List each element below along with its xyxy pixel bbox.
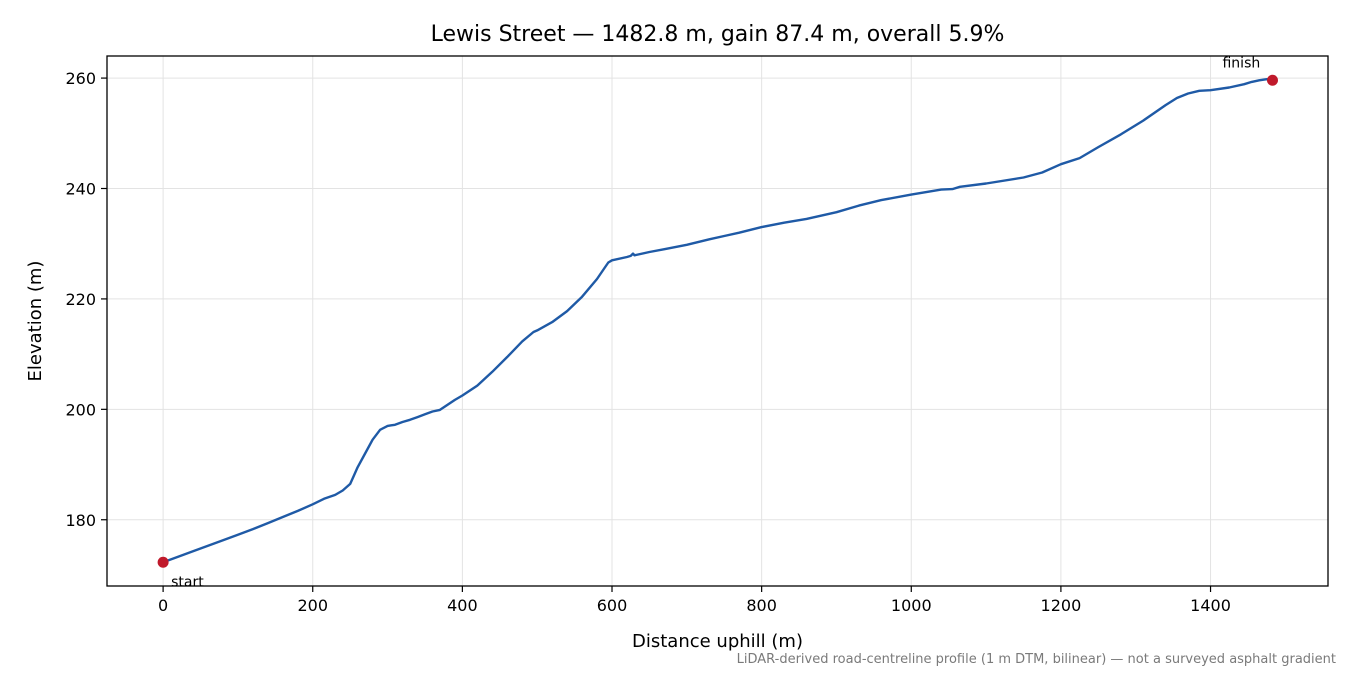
x-tick-label: 800 <box>746 596 777 615</box>
x-tick-label: 1000 <box>891 596 932 615</box>
plot-frame <box>106 55 1329 587</box>
axis-ticks: 0 200 400 600 800 1000 1200 1400 180 200 220 240 260 <box>65 69 1230 615</box>
finish-label: finish <box>1222 55 1260 71</box>
y-tick-label: 200 <box>65 400 96 419</box>
y-tick-label: 180 <box>65 511 96 530</box>
annotations: start finish <box>157 55 1278 590</box>
x-tick-label: 1200 <box>1041 596 1082 615</box>
x-tick-label: 0 <box>158 596 168 615</box>
start-marker <box>157 556 169 568</box>
footnote: LiDAR-derived road-centreline profile (1… <box>736 652 1336 667</box>
x-tick-label: 400 <box>447 596 478 615</box>
y-tick-label: 260 <box>65 69 96 88</box>
x-tick-label: 600 <box>597 596 628 615</box>
x-tick-label: 200 <box>297 596 328 615</box>
start-label: start <box>171 574 204 590</box>
y-axis-label: Elevation (m) <box>25 261 46 382</box>
series-layer <box>161 77 1274 564</box>
x-tick-label: 1400 <box>1190 596 1231 615</box>
x-axis-label: Distance uphill (m) <box>632 631 803 652</box>
chart-title: Lewis Street — 1482.8 m, gain 87.4 m, ov… <box>431 22 1005 47</box>
y-tick-label: 220 <box>65 290 96 309</box>
grid <box>107 56 1328 586</box>
finish-marker <box>1266 74 1278 86</box>
y-tick-label: 240 <box>65 180 96 199</box>
elevation-profile-line <box>161 77 1274 564</box>
